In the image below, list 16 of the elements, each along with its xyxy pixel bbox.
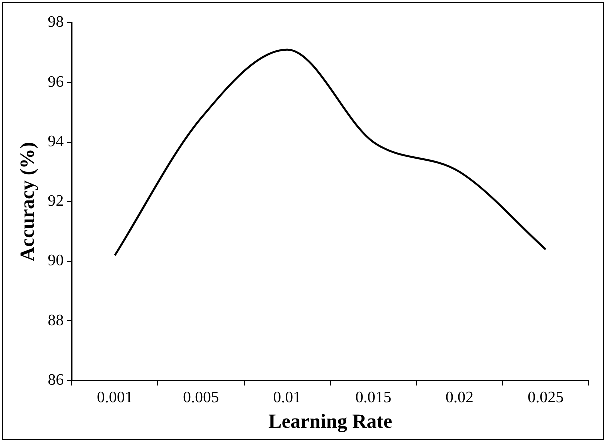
y-tick-label: 92 — [48, 193, 64, 210]
y-tick-label: 88 — [48, 312, 64, 330]
y-axis-title: Accuracy (%) — [17, 142, 40, 262]
x-tick-label: 0.001 — [97, 390, 134, 407]
x-tick-label: 0.005 — [183, 390, 220, 407]
y-tick-label: 86 — [48, 372, 64, 390]
x-tick-label: 0.015 — [356, 390, 392, 407]
y-tick-label: 98 — [48, 14, 64, 32]
y-tick-label: 96 — [48, 74, 64, 91]
x-tick-label: 0.025 — [528, 390, 564, 407]
y-tick-label: 90 — [48, 252, 64, 270]
line-series — [114, 48, 547, 257]
x-tick-label: 0.01 — [273, 390, 302, 407]
x-axis-title: Learning Rate — [268, 411, 393, 434]
y-tick-label: 94 — [48, 133, 64, 150]
x-tick-label: 0.02 — [446, 390, 474, 407]
